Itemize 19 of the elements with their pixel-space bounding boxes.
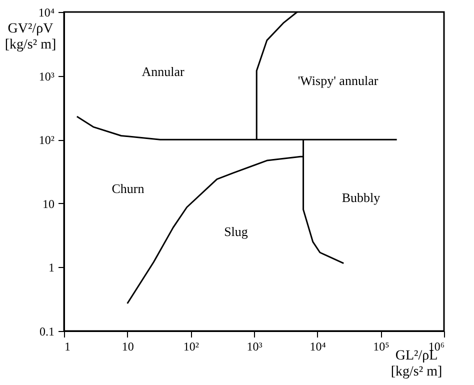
annotation: Churn bbox=[112, 181, 145, 196]
annotation: Bubbly bbox=[342, 190, 381, 205]
x-tick-label: 10³ bbox=[246, 340, 263, 354]
y-tick-label: 10² bbox=[38, 133, 55, 148]
annotation: Slug bbox=[224, 224, 248, 239]
x-tick-label: 10² bbox=[183, 340, 200, 354]
x-tick-label: 10⁶ bbox=[428, 340, 444, 354]
x-tick-label: 1 bbox=[64, 340, 70, 354]
y-tick-label: 0.1 bbox=[40, 324, 54, 338]
x-tick-label: 10 bbox=[122, 340, 134, 354]
y-tick-label: 10⁴ bbox=[38, 6, 54, 20]
y-tick-label: 10 bbox=[42, 196, 54, 211]
y-axis-title: GV²/ρV [kg/s² m] bbox=[4, 22, 56, 52]
annotation: Annular bbox=[142, 64, 185, 79]
y-tick-label: 1 bbox=[48, 260, 54, 275]
x-tick-label: 10⁴ bbox=[310, 340, 326, 354]
y-tick-label: 10³ bbox=[38, 69, 55, 84]
annotation: 'Wispy' annular bbox=[298, 73, 379, 88]
x-tick-label: 10⁵ bbox=[373, 340, 390, 354]
